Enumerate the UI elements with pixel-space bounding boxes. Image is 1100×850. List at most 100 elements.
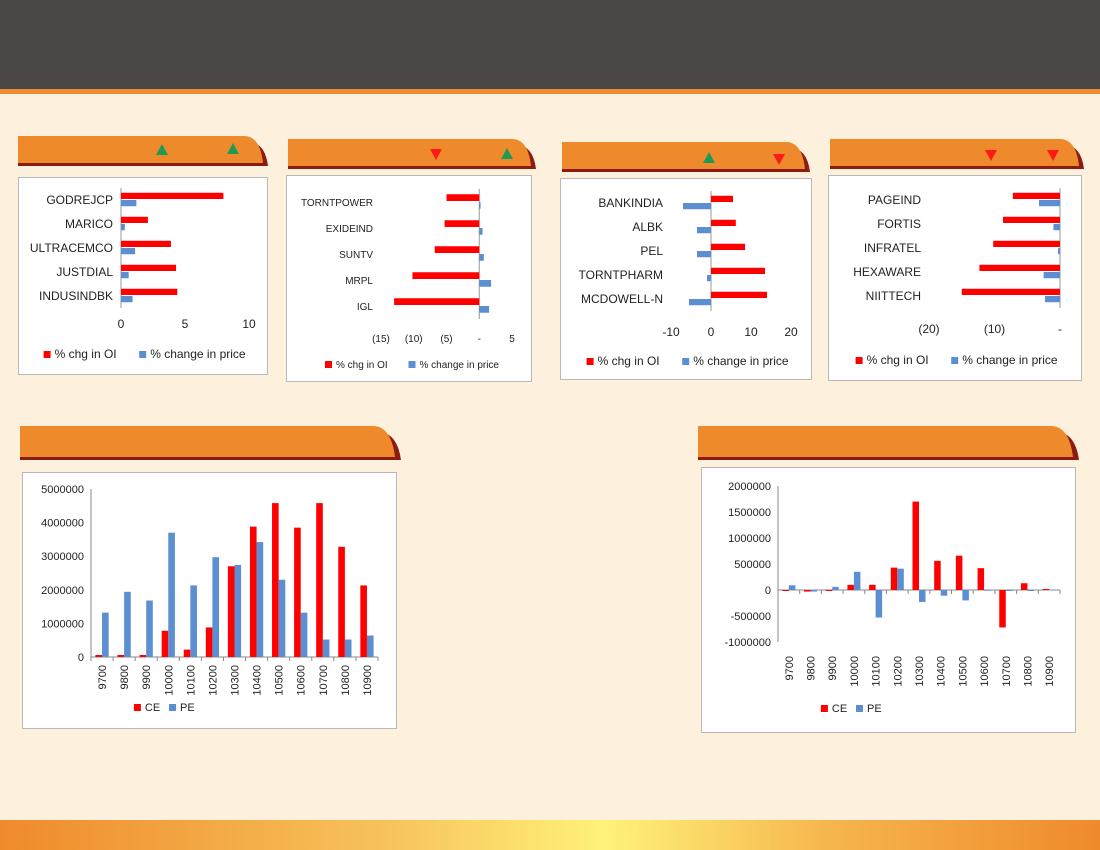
page-header bbox=[0, 0, 1100, 94]
legend-swatch-change-in-price bbox=[682, 358, 690, 365]
category-label-torntpharm: TORNTPHARM bbox=[579, 268, 663, 282]
category-label-10900: 10900 bbox=[1044, 656, 1056, 687]
bar-chg-in-oi-pel bbox=[711, 243, 745, 250]
bar-change-in-price-igl bbox=[479, 306, 490, 313]
y-tick-label: 1500000 bbox=[728, 507, 771, 519]
bar-change-in-price-infratel bbox=[1058, 248, 1060, 255]
category-label-10300: 10300 bbox=[230, 665, 242, 696]
bar-change-in-price-justdial bbox=[121, 272, 129, 279]
bar-chg-in-oi-pageind bbox=[1012, 192, 1060, 199]
bar-chg-in-oi-niittech bbox=[961, 288, 1060, 295]
bar-chg-in-oi-godrejcp bbox=[121, 192, 224, 199]
down-triangle-icon bbox=[985, 150, 997, 161]
category-label-exideind: EXIDEIND bbox=[326, 224, 373, 235]
category-label-justdial: JUSTDIAL bbox=[56, 265, 113, 279]
bar-change-in-price-hexaware bbox=[1043, 272, 1060, 279]
category-label-pel: PEL bbox=[640, 244, 663, 258]
up-triangle-icon bbox=[156, 144, 168, 155]
bar-change-in-price-indusindbk bbox=[121, 296, 133, 303]
x-tick-label: 5 bbox=[182, 317, 189, 331]
category-label-ultracemco: ULTRACEMCO bbox=[30, 241, 113, 255]
legend-label-chg-in-oi: % chg in OI bbox=[336, 360, 388, 371]
x-tick-label: 0 bbox=[118, 317, 125, 331]
legend-swatch-ce bbox=[820, 705, 828, 712]
bar-chg-in-oi-torntpharm bbox=[711, 267, 765, 274]
x-tick-label: 20 bbox=[784, 325, 798, 339]
legend-swatch-chg-in-oi bbox=[325, 361, 332, 368]
bar-change-in-price-mcdowell-n bbox=[689, 299, 711, 306]
category-label-indusindbk: INDUSINDBK bbox=[39, 289, 113, 303]
bar-chg-in-oi-indusindbk bbox=[121, 288, 178, 295]
bar-change-in-price-suntv bbox=[479, 254, 484, 261]
category-label-albk: ALBK bbox=[632, 220, 663, 234]
bar-chg-in-oi-hexaware bbox=[979, 264, 1060, 271]
legend-swatch-ce bbox=[133, 704, 141, 711]
oi-price-bar-chart-1: 0 5 10 GODREJCP MARICO ULTRACEMCO JUSTDIAL INDU… bbox=[30, 188, 256, 361]
category-label-torntpower: TORNTPOWER bbox=[301, 198, 373, 209]
bar-ce-9800 bbox=[804, 590, 811, 592]
category-label-9700: 9700 bbox=[97, 665, 109, 689]
bar-chg-in-oi-marico bbox=[121, 216, 148, 223]
bar-ce-10100 bbox=[869, 584, 876, 590]
bar-pe-10000 bbox=[853, 571, 861, 590]
category-label-9900: 9900 bbox=[827, 656, 839, 680]
legend-swatch-chg-in-oi bbox=[43, 351, 51, 358]
chart-panel-5: 0 1000000 2000000 3000000 4000000 5000000 9700… bbox=[22, 472, 397, 729]
bar-pe-10400 bbox=[256, 542, 264, 657]
y-tick-label: 500000 bbox=[734, 559, 771, 571]
legend-swatch-pe bbox=[856, 705, 863, 712]
bar-chg-in-oi-exideind bbox=[444, 220, 480, 227]
category-label-9800: 9800 bbox=[806, 656, 818, 680]
chart-panel-6: -1000000 -500000 0 500000 1000000 1500000 2000… bbox=[701, 467, 1076, 733]
bar-ce-10800 bbox=[1020, 583, 1028, 590]
bar-ce-10500 bbox=[272, 503, 279, 657]
bar-change-in-price-exideind bbox=[479, 228, 483, 235]
x-tick-label: (20) bbox=[918, 322, 939, 336]
bar-ce-10900 bbox=[360, 585, 367, 657]
category-label-9800: 9800 bbox=[119, 665, 131, 689]
category-label-suntv: SUNTV bbox=[339, 250, 373, 261]
bar-pe-10100 bbox=[190, 585, 197, 657]
x-tick-label: 0 bbox=[708, 325, 715, 339]
legend-label-chg-in-oi: % chg in OI bbox=[55, 347, 117, 361]
legend-label-change-in-price: % change in price bbox=[693, 354, 789, 368]
category-label-9900: 9900 bbox=[141, 665, 153, 689]
category-label-10000: 10000 bbox=[163, 665, 175, 696]
x-tick-label: (10) bbox=[984, 322, 1005, 336]
up-triangle-icon bbox=[501, 148, 513, 159]
bar-chg-in-oi-infratel bbox=[993, 240, 1060, 247]
bar-ce-10000 bbox=[161, 630, 169, 657]
category-label-hexaware: HEXAWARE bbox=[853, 265, 921, 279]
down-triangle-icon bbox=[773, 154, 785, 165]
x-tick-label: - bbox=[478, 334, 481, 345]
bar-pe-9700 bbox=[102, 612, 109, 657]
bar-pe-10300 bbox=[234, 564, 242, 657]
bar-pe-10300 bbox=[919, 590, 926, 602]
x-tick-label: (10) bbox=[405, 334, 423, 345]
bar-pe-10500 bbox=[962, 590, 969, 601]
bar-chg-in-oi-bankindia bbox=[711, 195, 733, 202]
y-tick-label: 4000000 bbox=[41, 518, 84, 530]
y-tick-label: 2000000 bbox=[728, 481, 771, 493]
bar-ce-9800 bbox=[117, 654, 125, 657]
bar-pe-10700 bbox=[1005, 590, 1013, 591]
category-label-marico: MARICO bbox=[65, 217, 113, 231]
bar-chg-in-oi-torntpower bbox=[446, 194, 480, 201]
bar-ce-9700 bbox=[782, 590, 789, 591]
x-tick-label: -10 bbox=[662, 325, 680, 339]
section-tab-6 bbox=[698, 426, 1082, 462]
bar-pe-10400 bbox=[940, 590, 948, 596]
bar-pe-9700 bbox=[788, 585, 796, 590]
x-tick-label: 10 bbox=[744, 325, 758, 339]
legend-label-change-in-price: % change in price bbox=[150, 347, 246, 361]
y-tick-label: 2000000 bbox=[41, 585, 84, 597]
category-label-10700: 10700 bbox=[318, 665, 330, 696]
bar-ce-10200 bbox=[205, 627, 213, 657]
bar-ce-10100 bbox=[183, 649, 191, 657]
bar-change-in-price-ultracemco bbox=[121, 248, 136, 255]
bar-change-in-price-fortis bbox=[1053, 224, 1060, 231]
down-triangle-icon bbox=[430, 149, 442, 160]
category-label-10800: 10800 bbox=[340, 665, 352, 696]
bar-chg-in-oi-mrpl bbox=[412, 272, 480, 279]
y-tick-label: 0 bbox=[78, 652, 84, 664]
